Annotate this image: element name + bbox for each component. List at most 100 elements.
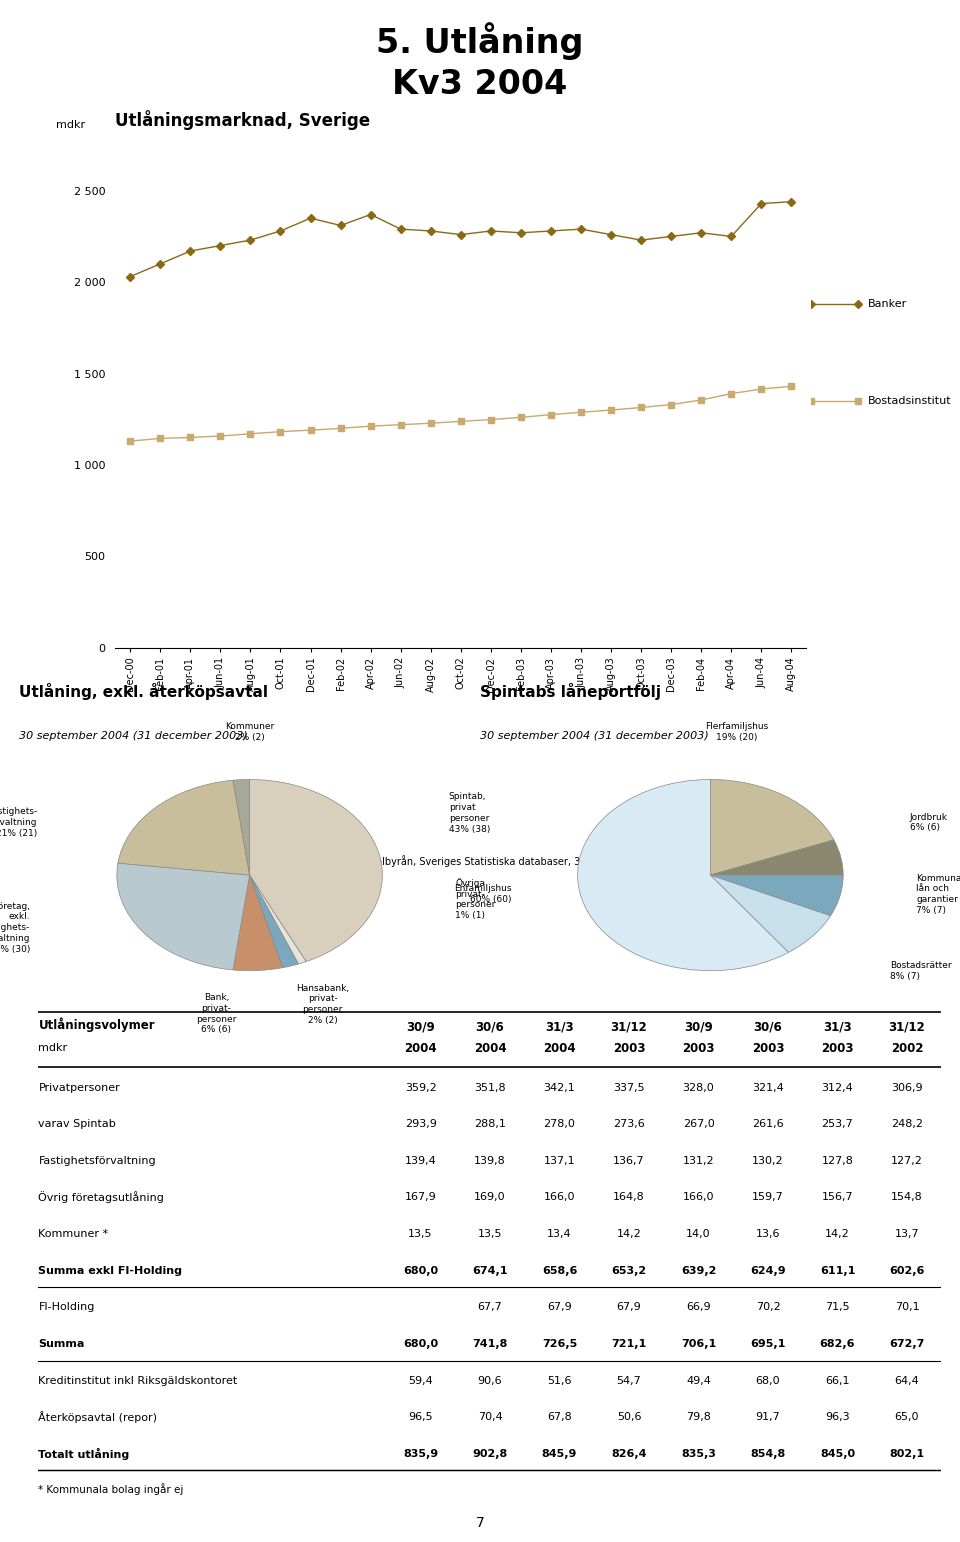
Text: 902,8: 902,8 <box>472 1449 508 1459</box>
Text: Banker: Banker <box>868 299 907 308</box>
Text: Kommuner *: Kommuner * <box>38 1229 108 1240</box>
Text: 835,3: 835,3 <box>681 1449 716 1459</box>
Text: varav Spintab: varav Spintab <box>38 1119 116 1129</box>
Text: 2003: 2003 <box>612 1042 645 1055</box>
Text: 2002: 2002 <box>891 1042 924 1055</box>
Text: 131,2: 131,2 <box>683 1156 714 1166</box>
Text: 721,1: 721,1 <box>612 1338 647 1349</box>
Text: 30/6: 30/6 <box>754 1021 782 1033</box>
Text: 342,1: 342,1 <box>543 1082 575 1093</box>
Text: 31/12: 31/12 <box>889 1021 925 1033</box>
Text: 5. Utlåning
Kv3 2004: 5. Utlåning Kv3 2004 <box>376 22 584 102</box>
Text: 624,9: 624,9 <box>750 1266 786 1275</box>
Text: Fastighetsförvaltning: Fastighetsförvaltning <box>38 1156 156 1166</box>
Text: 30/9: 30/9 <box>406 1021 435 1033</box>
Text: 288,1: 288,1 <box>474 1119 506 1129</box>
Text: Övrig företagsutlåning: Övrig företagsutlåning <box>38 1192 164 1203</box>
Text: 166,0: 166,0 <box>683 1192 714 1203</box>
Text: 337,5: 337,5 <box>613 1082 645 1093</box>
Text: 312,4: 312,4 <box>822 1082 853 1093</box>
Text: 7: 7 <box>475 1516 485 1530</box>
Text: 70,2: 70,2 <box>756 1303 780 1312</box>
Text: 167,9: 167,9 <box>405 1192 437 1203</box>
Text: 672,7: 672,7 <box>889 1338 924 1349</box>
Text: 653,2: 653,2 <box>612 1266 647 1275</box>
Text: 845,0: 845,0 <box>820 1449 855 1459</box>
Text: 137,1: 137,1 <box>543 1156 575 1166</box>
Text: 2004: 2004 <box>404 1042 437 1055</box>
Text: Utlåningsvolymer: Utlåningsvolymer <box>38 1018 155 1032</box>
Text: 30/9: 30/9 <box>684 1021 713 1033</box>
Text: 64,4: 64,4 <box>895 1375 920 1386</box>
Text: 680,0: 680,0 <box>403 1338 438 1349</box>
Text: 13,7: 13,7 <box>895 1229 920 1240</box>
Text: 826,4: 826,4 <box>612 1449 647 1459</box>
Text: 2004: 2004 <box>543 1042 576 1055</box>
Text: 169,0: 169,0 <box>474 1192 506 1203</box>
Wedge shape <box>233 876 282 971</box>
Text: 50,6: 50,6 <box>616 1412 641 1422</box>
Text: 351,8: 351,8 <box>474 1082 506 1093</box>
Text: Övriga
privat-
personer
1% (1): Övriga privat- personer 1% (1) <box>455 877 495 921</box>
Text: 261,6: 261,6 <box>753 1119 783 1129</box>
Text: * Kommunala bolag ingår ej: * Kommunala bolag ingår ej <box>38 1483 183 1496</box>
Text: 91,7: 91,7 <box>756 1412 780 1422</box>
Text: 278,0: 278,0 <box>543 1119 575 1129</box>
Text: 13,4: 13,4 <box>547 1229 572 1240</box>
Text: 854,8: 854,8 <box>751 1449 785 1459</box>
Text: 674,1: 674,1 <box>472 1266 508 1275</box>
Text: Summa exkl FI-Holding: Summa exkl FI-Holding <box>38 1266 182 1275</box>
Text: 49,4: 49,4 <box>686 1375 711 1386</box>
Wedge shape <box>710 874 843 916</box>
Text: Summa: Summa <box>38 1338 84 1349</box>
Text: 68,0: 68,0 <box>756 1375 780 1386</box>
Text: 14,2: 14,2 <box>825 1229 850 1240</box>
Text: 845,9: 845,9 <box>541 1449 577 1459</box>
Text: 682,6: 682,6 <box>820 1338 855 1349</box>
Text: Utlåningsmarknad, Sverige: Utlåningsmarknad, Sverige <box>115 111 371 131</box>
Text: Spintab,
privat
personer
43% (38): Spintab, privat personer 43% (38) <box>448 793 491 834</box>
Text: 70,1: 70,1 <box>895 1303 920 1312</box>
Text: Privatpersoner: Privatpersoner <box>38 1082 120 1093</box>
Text: FI-Holding: FI-Holding <box>38 1303 95 1312</box>
Wedge shape <box>710 876 830 953</box>
Text: 31/3: 31/3 <box>823 1021 852 1033</box>
Text: 14,2: 14,2 <box>616 1229 641 1240</box>
Text: 156,7: 156,7 <box>822 1192 853 1203</box>
Text: 139,4: 139,4 <box>405 1156 437 1166</box>
Text: 602,6: 602,6 <box>889 1266 924 1275</box>
Text: 67,7: 67,7 <box>478 1303 502 1312</box>
Text: 13,6: 13,6 <box>756 1229 780 1240</box>
Text: Kreditinstitut inkl Riksgäldskontoret: Kreditinstitut inkl Riksgäldskontoret <box>38 1375 238 1386</box>
Text: 2003: 2003 <box>752 1042 784 1055</box>
Text: Utlåning, exkl. återköpsavtal: Utlåning, exkl. återköpsavtal <box>19 683 268 700</box>
Text: 359,2: 359,2 <box>405 1082 437 1093</box>
Text: 639,2: 639,2 <box>681 1266 716 1275</box>
Text: 13,5: 13,5 <box>408 1229 433 1240</box>
Text: 248,2: 248,2 <box>891 1119 923 1129</box>
Text: 2003: 2003 <box>683 1042 715 1055</box>
Text: 127,2: 127,2 <box>891 1156 923 1166</box>
Wedge shape <box>250 876 299 968</box>
Text: Företag,
exkl.
fastighets-
förvaltning
25% (30): Företag, exkl. fastighets- förvaltning 2… <box>0 902 31 953</box>
Text: 96,3: 96,3 <box>826 1412 850 1422</box>
Text: 273,6: 273,6 <box>613 1119 645 1129</box>
Text: 321,4: 321,4 <box>752 1082 784 1093</box>
Text: 267,0: 267,0 <box>683 1119 714 1129</box>
Text: Bank,
privat-
personer
6% (6): Bank, privat- personer 6% (6) <box>196 993 236 1035</box>
Text: 67,8: 67,8 <box>547 1412 572 1422</box>
Text: Återköpsavtal (repor): Återköpsavtal (repor) <box>38 1411 157 1423</box>
Text: 31/12: 31/12 <box>611 1021 647 1033</box>
Text: 127,8: 127,8 <box>822 1156 853 1166</box>
Text: 835,9: 835,9 <box>403 1449 438 1459</box>
Text: 306,9: 306,9 <box>891 1082 923 1093</box>
Text: 71,5: 71,5 <box>826 1303 850 1312</box>
Text: 2004: 2004 <box>473 1042 506 1055</box>
Text: 706,1: 706,1 <box>681 1338 716 1349</box>
Text: 59,4: 59,4 <box>408 1375 433 1386</box>
Text: Kommuner
2% (2): Kommuner 2% (2) <box>225 722 275 742</box>
Text: 30/6: 30/6 <box>475 1021 504 1033</box>
Text: 31/3: 31/3 <box>545 1021 574 1033</box>
Text: 67,9: 67,9 <box>616 1303 641 1312</box>
Text: Flerfamiljshus
19% (20): Flerfamiljshus 19% (20) <box>706 722 769 742</box>
